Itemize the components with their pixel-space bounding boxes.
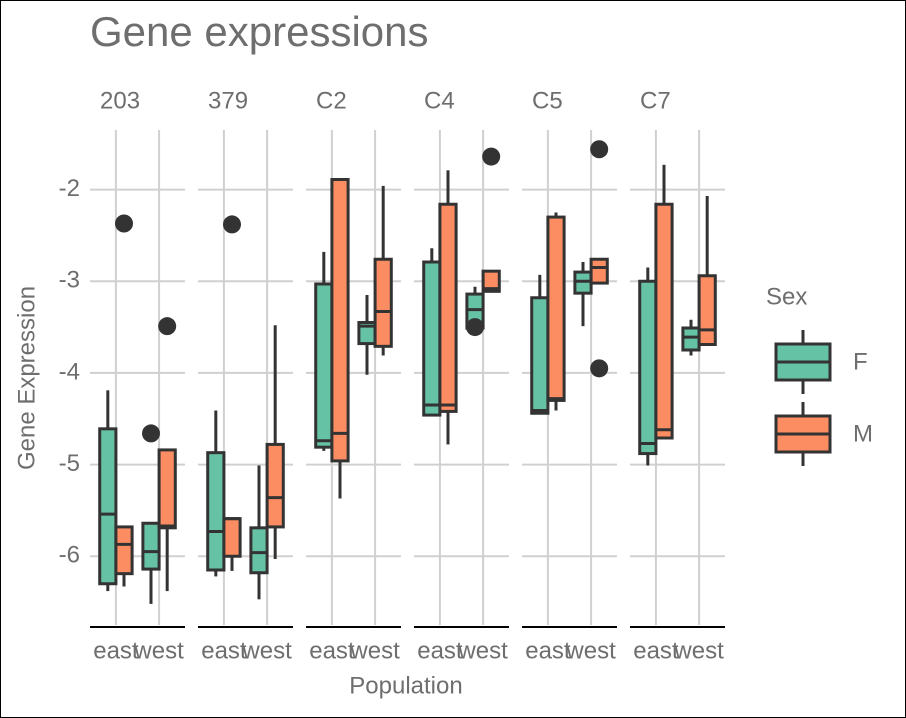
box [481,269,501,293]
legend-title: Sex [766,283,807,310]
legend-label: F [853,348,868,375]
x-tick-label: west [673,637,724,664]
y-tick-label: -5 [59,450,80,477]
box [157,448,177,530]
outlier [141,424,160,443]
x-axis-label: Population [349,672,462,699]
outlier [590,140,609,159]
box [206,451,226,572]
y-tick-label: -3 [59,267,80,294]
outlier [465,318,484,337]
x-tick-label: west [349,637,400,664]
outlier [158,317,177,336]
x-tick-label: east [633,637,679,664]
box [589,257,609,285]
chart-title: Gene expressions [90,8,429,55]
box [330,178,350,463]
facet-label: C2 [316,87,347,114]
y-axis-label: Gene Expression [13,286,40,470]
outlier [590,359,609,378]
box [530,296,550,415]
facet-label: C7 [640,87,671,114]
box [249,526,269,575]
x-tick-label: east [93,637,139,664]
box [98,427,118,586]
y-tick-label: -6 [59,542,80,569]
box [422,260,442,417]
facet-label: 379 [208,87,248,114]
x-tick-label: east [417,637,463,664]
box [222,517,242,558]
outlier [482,147,501,166]
legend-label: M [853,420,873,447]
y-tick-label: -2 [59,175,80,202]
facet-label: C4 [424,87,455,114]
x-tick-label: east [201,637,247,664]
box [638,279,658,456]
y-tick-label: -4 [59,358,80,385]
x-tick-label: west [133,637,184,664]
outlier [223,215,242,234]
facet-label: 203 [100,87,140,114]
x-tick-label: west [457,637,508,664]
x-tick-label: west [565,637,616,664]
box [141,521,161,571]
x-tick-label: west [241,637,292,664]
box [697,274,717,346]
box [546,215,566,402]
box [373,257,393,348]
outlier [115,214,134,233]
box [314,282,334,449]
box [438,202,458,413]
x-tick-label: east [525,637,571,664]
box [681,326,701,352]
facet-label: C5 [532,87,563,114]
box [654,202,674,440]
box [265,442,285,529]
x-tick-label: east [309,637,355,664]
box [114,525,134,576]
